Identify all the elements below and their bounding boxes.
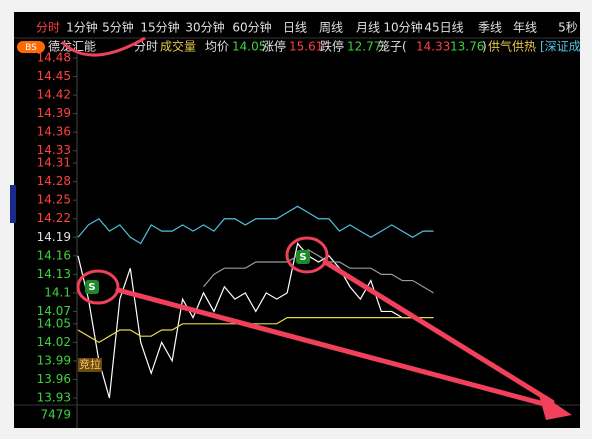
toolbar-tab[interactable]: 5分钟 [102, 20, 134, 35]
toolbar-tab[interactable]: 分时 [36, 21, 60, 35]
y-tick-label: 14.36 [37, 125, 71, 139]
y-tick-label: 14.07 [37, 304, 71, 318]
annotation-circle [76, 269, 120, 305]
toolbar-tab[interactable]: 15分钟 [140, 20, 179, 35]
y-tick-label: 14.1 [44, 285, 71, 299]
price-line [77, 317, 434, 344]
y-tick-label: 14.13 [37, 267, 71, 281]
annotation-circle [285, 236, 329, 274]
price-line [203, 248, 434, 294]
info-index: [深证成 [540, 40, 581, 54]
auction-bg [78, 358, 102, 372]
toolbar-tab[interactable]: 10分钟 [383, 20, 422, 35]
toolbar-tab[interactable]: 周线 [319, 21, 343, 35]
y-tick-label: 14.16 [37, 248, 71, 262]
toolbar-tab[interactable]: 5秒 [558, 21, 578, 35]
y-tick-label: 14.31 [37, 156, 71, 170]
toolbar-tab[interactable]: 日线 [283, 21, 307, 35]
y-tick-label: 13.99 [37, 353, 71, 367]
signal-bg [85, 280, 99, 294]
price-line [77, 205, 434, 245]
y-tick-label: 14.45 [37, 69, 71, 83]
y-tick-label: 14.19 [37, 230, 71, 244]
y-tick-label: 14.42 [37, 88, 71, 102]
signal-bg [296, 250, 310, 264]
y-tick-label: 13.96 [37, 372, 71, 386]
info-cage-close: ) [482, 40, 487, 54]
info-cage-low: 13.76 [450, 40, 484, 54]
y-tick-label: 14.25 [37, 193, 71, 207]
annotation-underline [60, 36, 146, 57]
y-tick-label: 14.22 [37, 211, 71, 225]
badge: BS [25, 43, 37, 53]
badge-bg [17, 41, 45, 53]
annotation-arrow [115, 259, 555, 408]
info-avg: 14.05 [232, 40, 266, 54]
volume-label: 7479 [40, 408, 71, 422]
annotation-arrowhead [538, 392, 572, 420]
y-tick-label: 13.93 [37, 391, 71, 405]
y-tick-label: 14.28 [37, 174, 71, 188]
toolbar-tab[interactable]: 1分钟 [66, 20, 98, 35]
info-cage-label: 笼子( [378, 39, 407, 54]
side-strip [10, 185, 16, 223]
info-limit-up: 15.61 [289, 40, 323, 54]
info-sector: 供气供热 [488, 39, 536, 54]
info-name: 德龙汇能 [48, 39, 96, 54]
info-limit-up-label: 涨停 [262, 39, 286, 54]
info-mode: 分时 [134, 40, 158, 54]
y-tick-label: 14.48 [37, 51, 71, 65]
toolbar-tab[interactable]: 45日线 [424, 21, 463, 35]
info-limit-down: 12.77 [347, 40, 381, 54]
toolbar-tab[interactable]: 30分钟 [185, 20, 224, 35]
y-tick-label: 14.33 [37, 143, 71, 157]
signal: S [299, 252, 306, 263]
y-tick-label: 14.39 [37, 106, 71, 120]
toolbar-tab[interactable]: 季线 [478, 21, 502, 35]
info-volume: 成交量 [160, 39, 196, 54]
content: 分时 1分钟 5分钟 15分钟 30分钟 60分钟 日线 周线 月线 10分钟 45日线 季线 年线 5秒… [14, 20, 581, 428]
info-limit-down-label: 跌停 [320, 39, 344, 54]
info-avg-label: 均价 [205, 40, 229, 54]
toolbar-tab[interactable]: 月线 [356, 21, 380, 35]
toolbar-tab[interactable]: 60分钟 [232, 20, 271, 35]
y-tick-label: 14.02 [37, 335, 71, 349]
info-cage-high: 14.33 [416, 40, 450, 54]
y-tick-label: 14.05 [37, 316, 71, 330]
auction-label: 竞拉 [79, 357, 101, 371]
signal: S [88, 282, 95, 293]
toolbar-tab[interactable]: 年线 [513, 21, 537, 35]
